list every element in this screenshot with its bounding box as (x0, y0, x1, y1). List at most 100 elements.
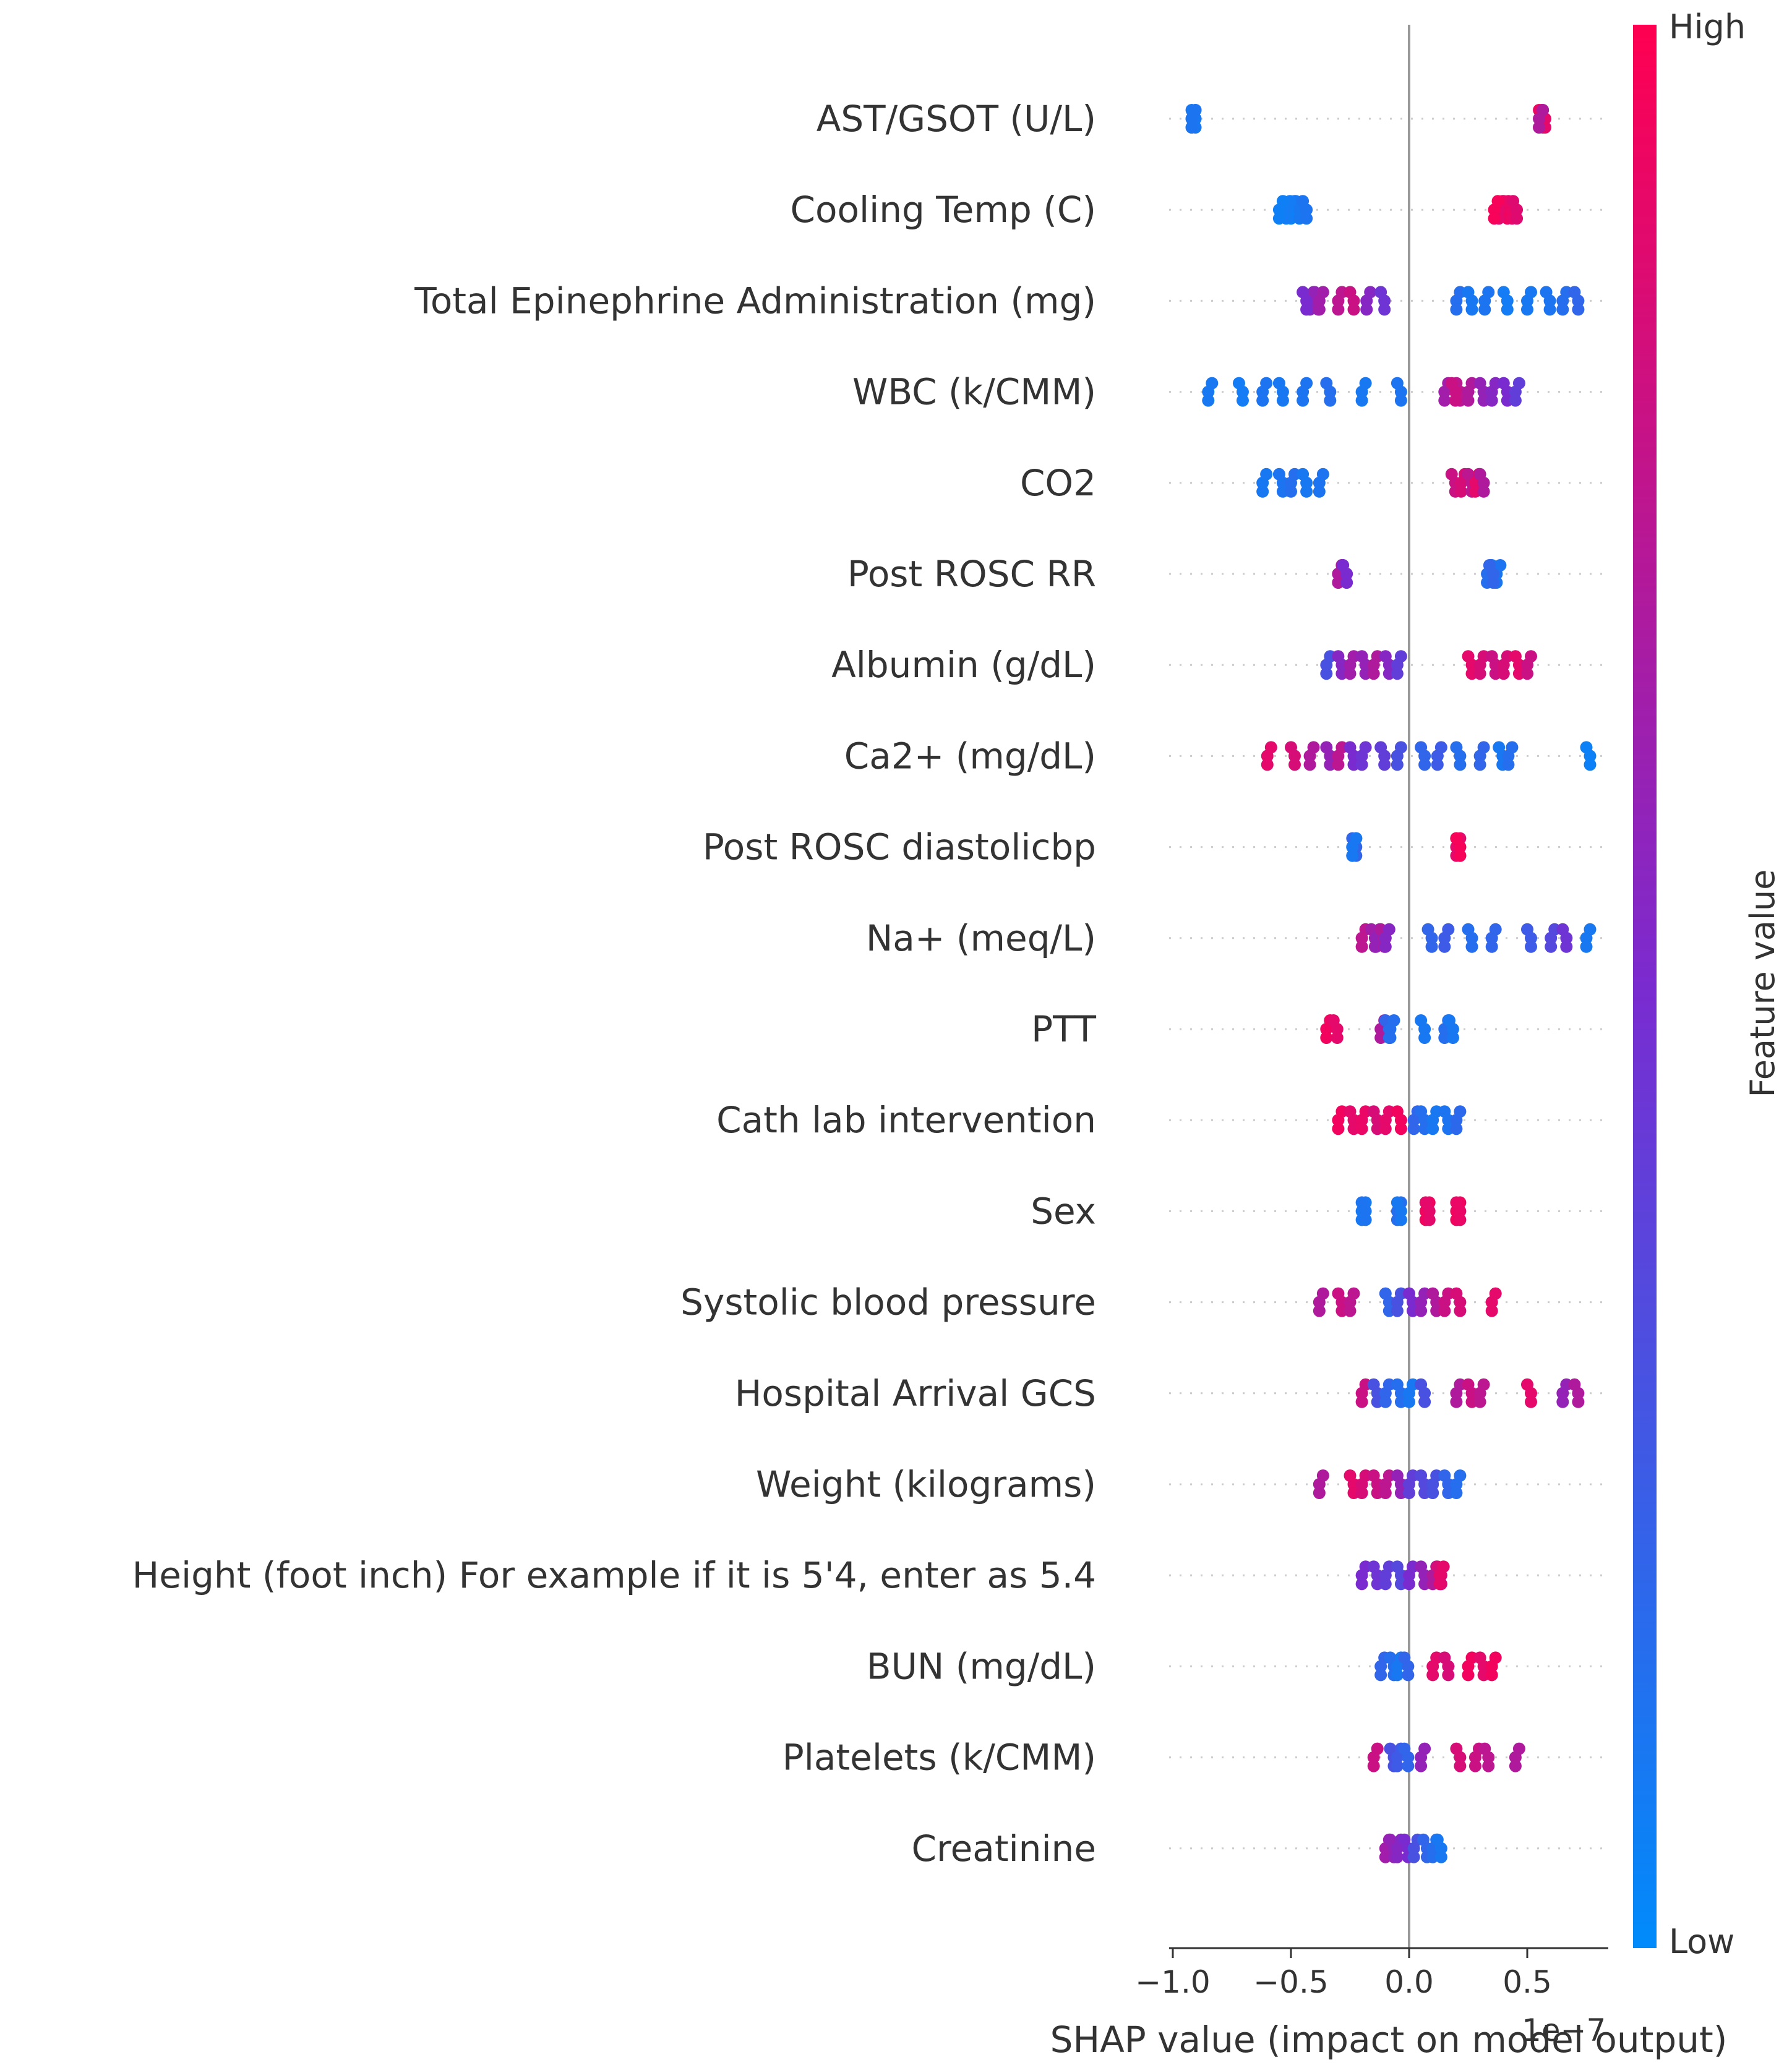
shap-point (1403, 1395, 1415, 1408)
shap-point (1485, 1304, 1498, 1317)
x-axis-ticks: −1.0 −0.5 0.0 0.5 (1135, 1948, 1552, 2000)
shap-point (1359, 377, 1372, 390)
shap-point (1433, 1578, 1446, 1591)
shap-point (1438, 940, 1451, 953)
shap-point (1415, 1469, 1428, 1482)
shap-point (1449, 394, 1462, 407)
shap-point (1450, 832, 1463, 845)
shap-point (1350, 832, 1363, 845)
shap-point (1272, 468, 1285, 481)
shap-point (1367, 1759, 1380, 1772)
shap-point (1391, 1105, 1404, 1118)
shap-point (1442, 1669, 1455, 1682)
shap-point (1379, 650, 1392, 663)
shap-point (1434, 1850, 1447, 1863)
shap-point (1584, 923, 1597, 936)
shap-point (1384, 1833, 1397, 1846)
shap-point (1374, 286, 1387, 299)
shap-point (1394, 1122, 1407, 1135)
shap-point (1324, 394, 1337, 407)
shap-point (1465, 303, 1478, 316)
shap-point (1485, 394, 1498, 407)
shap-point (1442, 923, 1455, 936)
shap-point (1450, 741, 1463, 754)
shap-point (1533, 121, 1546, 134)
shap-point (1556, 923, 1569, 936)
feature-label: Systolic blood pressure (680, 1281, 1096, 1323)
shap-point (1497, 667, 1510, 680)
shap-point (1482, 1759, 1495, 1772)
shap-point (1438, 394, 1451, 407)
shap-point (1371, 1742, 1384, 1755)
shap-point (1450, 1196, 1463, 1209)
shap-point (1355, 650, 1368, 663)
shap-point (1488, 212, 1501, 225)
shap-point (1320, 1032, 1333, 1044)
shap-point (1426, 1669, 1439, 1682)
shap-point (1418, 1395, 1431, 1408)
shap-point (1276, 195, 1289, 208)
shap-point (1426, 1287, 1439, 1300)
shap-point (1445, 468, 1458, 481)
colorbar-high-label: High (1669, 7, 1746, 46)
shap-point (1337, 559, 1350, 571)
shap-point (1418, 1742, 1431, 1755)
shap-point (1485, 1669, 1498, 1682)
shap-point (1185, 121, 1198, 134)
shap-point (1426, 1487, 1439, 1499)
shap-point (1303, 758, 1316, 771)
shap-point (1450, 1487, 1463, 1499)
shap-point (1462, 923, 1475, 936)
shap-point (1379, 1122, 1392, 1135)
shap-point (1477, 1378, 1490, 1391)
shap-point (1391, 1669, 1404, 1682)
shap-point (1359, 741, 1372, 754)
shap-point (1391, 1759, 1404, 1772)
shap-point (1438, 1105, 1451, 1118)
shap-point (1431, 758, 1444, 771)
shap-point (1485, 940, 1498, 953)
shap-point (1391, 1378, 1404, 1391)
shap-point (1384, 1651, 1397, 1664)
shap-point (1454, 1105, 1467, 1118)
shap-point (1320, 377, 1333, 390)
shap-point (1316, 1287, 1329, 1300)
shap-point (1398, 1651, 1411, 1664)
shap-point (1236, 394, 1249, 407)
shap-point (1491, 195, 1504, 208)
shap-point (1462, 1378, 1475, 1391)
shap-point (1355, 1578, 1368, 1591)
shap-point (1379, 1578, 1392, 1591)
feature-label: Na+ (meq/L) (866, 917, 1096, 959)
shap-point (1384, 1742, 1397, 1755)
shap-point (1379, 1395, 1392, 1408)
shap-point (1560, 940, 1573, 953)
shap-point (1285, 741, 1297, 754)
shap-point (1264, 741, 1277, 754)
shap-point (1355, 394, 1368, 407)
shap-point (1398, 1833, 1411, 1846)
shap-point (1332, 650, 1345, 663)
shap-point (1473, 758, 1486, 771)
shap-point (1462, 286, 1475, 299)
shap-point (1367, 1560, 1380, 1573)
shap-point (1489, 1651, 1502, 1664)
shap-point (1521, 667, 1533, 680)
shap-point (1426, 1122, 1439, 1135)
shap-point (1543, 303, 1556, 316)
shap-point (1465, 940, 1478, 953)
shap-point (1285, 485, 1297, 498)
shap-point (1478, 303, 1491, 316)
feature-label: AST/GSOT (U/L) (817, 98, 1096, 140)
shap-point (1556, 303, 1569, 316)
shap-point (1316, 468, 1329, 481)
shap-point (1300, 485, 1313, 498)
shap-point (1261, 758, 1274, 771)
feature-label: Albumin (g/dL) (831, 644, 1096, 686)
shap-point (1344, 667, 1357, 680)
shap-point (1454, 1304, 1467, 1317)
shap-point (1394, 394, 1407, 407)
shap-point (1415, 1105, 1428, 1118)
shap-point (1545, 940, 1558, 953)
shap-point (1355, 1196, 1368, 1209)
